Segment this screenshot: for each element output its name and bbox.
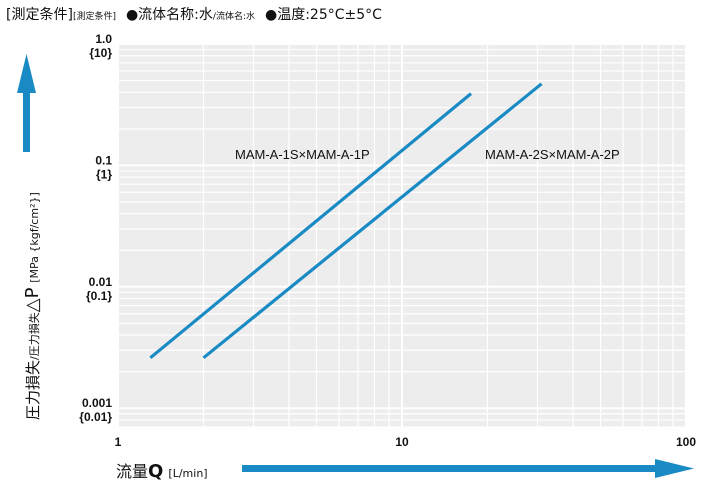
y-tick-label: 1.0 <box>95 32 112 46</box>
y-axis-label-small: /圧力損失 <box>28 312 41 360</box>
y-axis-arrow-shaft <box>23 92 30 152</box>
temperature-value: 25°C±5°C <box>309 7 382 23</box>
y-axis-label-main: 圧力損失 <box>24 359 42 420</box>
fluid-label: ●流体名称: <box>125 7 199 23</box>
horizontal-gridlines <box>118 43 686 428</box>
conditions-bracket-label-small: [測定条件] <box>72 12 116 22</box>
x-axis-label: 流量Q [L/min] <box>116 458 208 482</box>
y-tick-label-kgf: {0.1} <box>86 289 112 303</box>
series-lines <box>149 82 543 360</box>
x-axis-unit: [L/min] <box>168 467 208 480</box>
y-tick-labels: 1.0{10} 0.1{1} 0.01{0.1} 0.001{0.01} <box>79 32 112 424</box>
x-tick-label: 1 <box>115 435 122 449</box>
series-line <box>202 82 543 360</box>
temperature-label: ●温度: <box>264 7 310 23</box>
x-axis-arrow-head <box>655 459 694 478</box>
series-labels: MAM-A-1S×MAM-A-1P MAM-A-2S×MAM-A-2P <box>235 147 620 162</box>
y-tick-label: 0.01 <box>89 275 113 289</box>
vertical-gridlines <box>117 44 687 427</box>
x-tick-labels: 1 10 100 <box>115 435 697 449</box>
y-tick-label: 0.1 <box>95 153 112 167</box>
y-axis-unit: [MPa {kgf/cm²}] <box>28 192 41 283</box>
y-axis-symbol: △P <box>22 287 43 313</box>
x-axis-symbol: Q <box>148 461 164 482</box>
y-tick-label-kgf: {0.01} <box>79 410 112 424</box>
series-label: MAM-A-1S×MAM-A-1P <box>235 147 370 162</box>
series-line <box>149 92 473 360</box>
y-axis-arrow-head <box>17 54 36 93</box>
fluid-label-small: /流体名:水 <box>212 12 255 22</box>
y-tick-label: 0.001 <box>82 396 112 410</box>
measurement-conditions: [測定条件][測定条件] ●流体名称:水/流体名:水 ●温度:25°C±5°C <box>6 4 382 24</box>
y-tick-label-kgf: {10} <box>89 46 112 60</box>
y-tick-label-kgf: {1} <box>96 167 112 181</box>
conditions-bracket-label: [測定条件] <box>6 7 73 23</box>
x-axis-arrow-shaft <box>242 465 656 472</box>
x-tick-label: 10 <box>395 435 409 449</box>
fluid-value: 水 <box>198 7 213 23</box>
axis-arrows <box>17 54 694 478</box>
series-label: MAM-A-2S×MAM-A-2P <box>485 147 620 162</box>
y-axis-label: 圧力損失/圧力損失△P [MPa {kgf/cm²}] <box>22 192 43 420</box>
x-tick-label: 100 <box>676 435 696 449</box>
x-axis-label-main: 流量 <box>116 462 149 481</box>
